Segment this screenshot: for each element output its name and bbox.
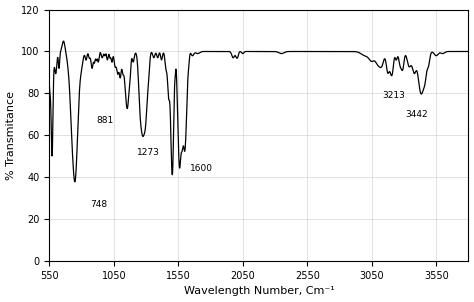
Text: 3213: 3213 [382, 91, 405, 100]
Text: 881: 881 [96, 116, 114, 125]
Text: 3442: 3442 [405, 110, 428, 119]
Text: 748: 748 [91, 200, 108, 209]
Text: 1273: 1273 [137, 148, 160, 157]
X-axis label: Wavelength Number, Cm⁻¹: Wavelength Number, Cm⁻¹ [183, 286, 334, 297]
Y-axis label: % Transmitance: % Transmitance [6, 91, 16, 180]
Text: 1600: 1600 [190, 164, 213, 173]
